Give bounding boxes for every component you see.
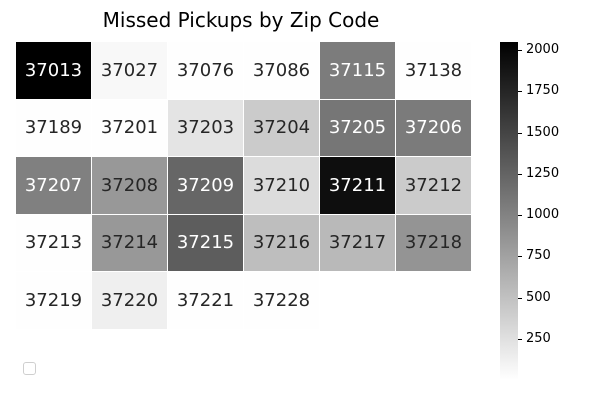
legend-checkbox[interactable] bbox=[23, 362, 36, 375]
heatmap-cell-37013: 37013 bbox=[16, 42, 92, 100]
heatmap-cell-37201: 37201 bbox=[92, 99, 168, 157]
heatmap-cell-37219: 37219 bbox=[16, 272, 92, 330]
colorbar-tick-mark bbox=[518, 91, 522, 93]
colorbar-tick-mark bbox=[518, 256, 522, 258]
heatmap-cell-37215: 37215 bbox=[168, 214, 244, 272]
colorbar-tick-mark bbox=[518, 132, 522, 134]
colorbar-tick-label: 500 bbox=[526, 289, 551, 305]
colorbar-ticks: 250 500 750 1000 1250 1500 1750 2000 bbox=[518, 42, 588, 380]
heatmap-cell-37208: 37208 bbox=[92, 157, 168, 215]
heatmap-cell-37207: 37207 bbox=[16, 157, 92, 215]
heatmap-cell-37027: 37027 bbox=[92, 42, 168, 100]
heatmap-cell-37209: 37209 bbox=[168, 157, 244, 215]
colorbar-tick-mark bbox=[518, 50, 522, 52]
colorbar-tick-label: 1000 bbox=[526, 207, 560, 223]
heatmap-cell-37204: 37204 bbox=[244, 99, 320, 157]
colorbar-tick-label: 750 bbox=[526, 248, 551, 264]
colorbar-tick-label: 2000 bbox=[526, 42, 560, 58]
colorbar-tick-mark bbox=[518, 297, 522, 299]
heatmap-cell-37221: 37221 bbox=[168, 272, 244, 330]
colorbar-tick-mark bbox=[518, 173, 522, 175]
colorbar-tick-label: 250 bbox=[526, 330, 551, 346]
colorbar-tick-mark bbox=[518, 215, 522, 217]
heatmap-cell-37206: 37206 bbox=[396, 99, 472, 157]
heatmap-cell-37211: 37211 bbox=[320, 157, 396, 215]
heatmap-cell-37189: 37189 bbox=[16, 99, 92, 157]
heatmap-cell-37138: 37138 bbox=[396, 42, 472, 100]
heatmap-cell-37220: 37220 bbox=[92, 272, 168, 330]
heatmap-grid: 37013 37027 37076 37086 37115 37138 37189 37201… bbox=[16, 42, 472, 330]
heatmap-cell-37217: 37217 bbox=[320, 214, 396, 272]
colorbar-tick-label: 1250 bbox=[526, 165, 560, 181]
colorbar-tick-mark bbox=[518, 338, 522, 340]
colorbar bbox=[500, 42, 518, 380]
heatmap-cell-37115: 37115 bbox=[320, 42, 396, 100]
heatmap-cell-37210: 37210 bbox=[244, 157, 320, 215]
heatmap-cell-37213: 37213 bbox=[16, 214, 92, 272]
heatmap-cell-37086: 37086 bbox=[244, 42, 320, 100]
heatmap-cell-37218: 37218 bbox=[396, 214, 472, 272]
heatmap-cell-37212: 37212 bbox=[396, 157, 472, 215]
colorbar-tick-label: 1500 bbox=[526, 124, 560, 140]
heatmap-cell-37205: 37205 bbox=[320, 99, 396, 157]
colorbar-tick-label: 1750 bbox=[526, 83, 560, 99]
heatmap-cell-37203: 37203 bbox=[168, 99, 244, 157]
chart-title: Missed Pickups by Zip Code bbox=[102, 8, 380, 32]
heatmap-cell-37076: 37076 bbox=[168, 42, 244, 100]
heatmap-cell-37216: 37216 bbox=[244, 214, 320, 272]
heatmap-cell-37228: 37228 bbox=[244, 272, 320, 330]
heatmap-cell-37214: 37214 bbox=[92, 214, 168, 272]
